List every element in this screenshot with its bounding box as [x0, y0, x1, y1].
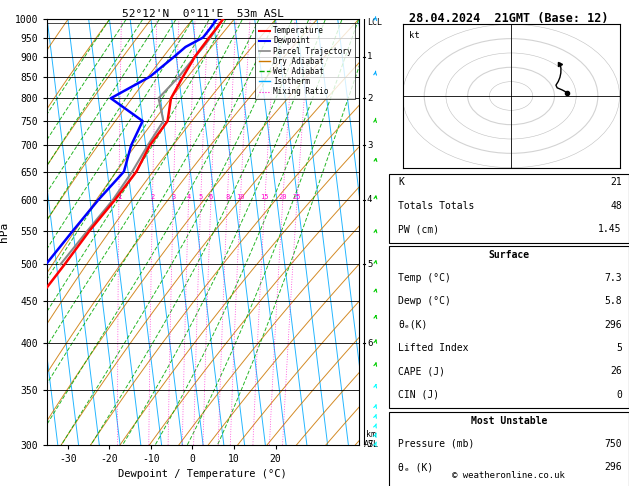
Text: 5.8: 5.8 — [604, 296, 622, 307]
Text: 2: 2 — [150, 194, 155, 200]
Text: Surface: Surface — [488, 250, 530, 260]
Text: 5: 5 — [199, 194, 203, 200]
Text: PW (cm): PW (cm) — [398, 224, 440, 234]
Bar — [389, 246, 629, 408]
Bar — [389, 174, 629, 243]
Text: km
ASL: km ASL — [364, 430, 379, 449]
Y-axis label: hPa: hPa — [0, 222, 9, 242]
Text: 10: 10 — [236, 194, 245, 200]
Text: 296: 296 — [604, 462, 622, 472]
Text: 15: 15 — [260, 194, 269, 200]
Text: 28.04.2024  21GMT (Base: 12): 28.04.2024 21GMT (Base: 12) — [409, 12, 609, 25]
Text: K: K — [398, 177, 404, 188]
Text: 2: 2 — [367, 94, 372, 103]
Text: Temp (°C): Temp (°C) — [398, 273, 451, 283]
X-axis label: Dewpoint / Temperature (°C): Dewpoint / Temperature (°C) — [118, 469, 287, 479]
Text: Dewp (°C): Dewp (°C) — [398, 296, 451, 307]
Text: 20: 20 — [279, 194, 287, 200]
Text: Lifted Index: Lifted Index — [398, 343, 469, 353]
Text: 4: 4 — [367, 195, 372, 205]
Text: kt: kt — [409, 32, 420, 40]
Text: 0: 0 — [616, 390, 622, 400]
Text: Most Unstable: Most Unstable — [470, 416, 547, 426]
Text: 7.3: 7.3 — [604, 273, 622, 283]
Text: Totals Totals: Totals Totals — [398, 201, 475, 211]
Text: 21: 21 — [610, 177, 622, 188]
Text: 7: 7 — [367, 440, 372, 449]
Text: 1: 1 — [117, 194, 121, 200]
Text: 3: 3 — [171, 194, 175, 200]
Bar — [389, 412, 629, 486]
Text: 3: 3 — [367, 141, 372, 150]
Text: 5: 5 — [367, 260, 372, 269]
Text: 25: 25 — [293, 194, 301, 200]
Legend: Temperature, Dewpoint, Parcel Trajectory, Dry Adiabat, Wet Adiabat, Isotherm, Mi: Temperature, Dewpoint, Parcel Trajectory… — [255, 23, 355, 99]
Text: © weatheronline.co.uk: © weatheronline.co.uk — [452, 471, 565, 480]
Text: 1: 1 — [367, 52, 372, 61]
Text: LCL: LCL — [367, 18, 382, 28]
Text: 8: 8 — [225, 194, 230, 200]
Text: 296: 296 — [604, 320, 622, 330]
Text: 750: 750 — [604, 439, 622, 449]
Text: θₑ (K): θₑ (K) — [398, 462, 433, 472]
Text: 5: 5 — [616, 343, 622, 353]
Text: 1.45: 1.45 — [598, 224, 622, 234]
Text: 26: 26 — [610, 366, 622, 377]
Text: 6: 6 — [209, 194, 213, 200]
Text: Pressure (mb): Pressure (mb) — [398, 439, 475, 449]
Text: 4: 4 — [186, 194, 191, 200]
Text: θₑ(K): θₑ(K) — [398, 320, 428, 330]
Text: 6: 6 — [367, 339, 372, 347]
Title: 52°12'N  0°11'E  53m ASL: 52°12'N 0°11'E 53m ASL — [122, 9, 284, 18]
Text: CIN (J): CIN (J) — [398, 390, 440, 400]
Text: CAPE (J): CAPE (J) — [398, 366, 445, 377]
Text: 48: 48 — [610, 201, 622, 211]
